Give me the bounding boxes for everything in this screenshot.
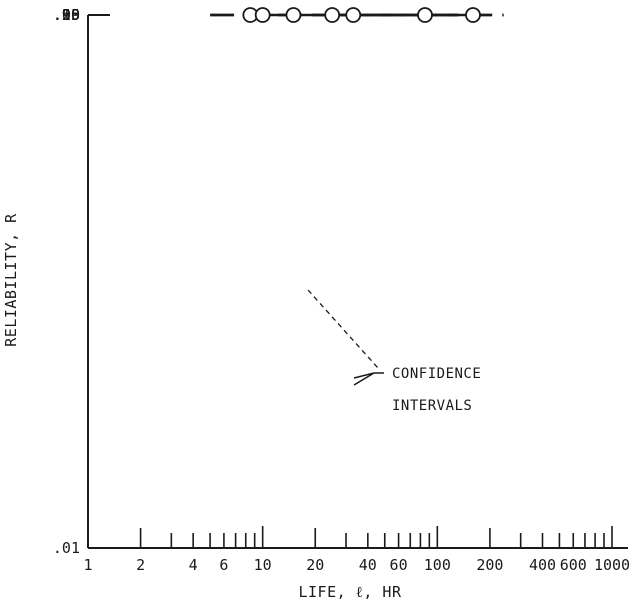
x-tick-label: 400 <box>529 556 556 574</box>
y-tick-label: .99 <box>53 6 80 24</box>
x-tick-label: 1000 <box>594 556 630 574</box>
data-point <box>285 7 302 23</box>
y-tick-label: .05 <box>53 6 80 24</box>
data-point <box>465 7 481 23</box>
data-point <box>345 7 362 23</box>
data-point <box>417 7 433 23</box>
x-tick-label: 1 <box>83 556 92 574</box>
y-axis-title: RELIABILITY, R <box>2 213 20 347</box>
x-tick-label: 60 <box>390 556 408 574</box>
axes <box>87 15 628 549</box>
y-tick-label: .01 <box>53 539 80 557</box>
x-tick-label: 10 <box>254 556 272 574</box>
x-tick-label: 2 <box>136 556 145 574</box>
leader-line <box>307 289 379 369</box>
y-ticks: .01 .05.10.20.50.90.95.99 <box>53 6 110 557</box>
data-points <box>242 7 481 23</box>
y-tick-label: .95 <box>53 6 80 24</box>
x-ticks: 1 2 4 6 10 20 40 60 100 200 400 600 1000 <box>83 526 630 574</box>
bracket <box>353 372 384 386</box>
x-tick-label: 4 <box>189 556 198 574</box>
data-point <box>324 7 341 23</box>
y-tick-label: .20 <box>53 6 80 24</box>
x-tick-label: 6 <box>219 556 228 574</box>
x-axis-title: LIFE, ℓ, HR <box>299 583 402 601</box>
x-tick-label: 100 <box>424 556 451 574</box>
x-tick-label: 200 <box>476 556 503 574</box>
annotation-line-2: INTERVALS <box>392 398 472 414</box>
y-tick-label: .10 <box>53 6 80 24</box>
x-tick-label: 20 <box>306 556 324 574</box>
annotation: CONFIDENCE INTERVALS <box>307 289 481 414</box>
data-point <box>254 7 271 23</box>
x-tick-label: 40 <box>359 556 377 574</box>
annotation-line-1: CONFIDENCE <box>392 366 481 382</box>
y-tick-label: .50 <box>53 6 80 24</box>
y-tick-label: .90 <box>53 6 80 24</box>
x-tick-label: 600 <box>560 556 587 574</box>
